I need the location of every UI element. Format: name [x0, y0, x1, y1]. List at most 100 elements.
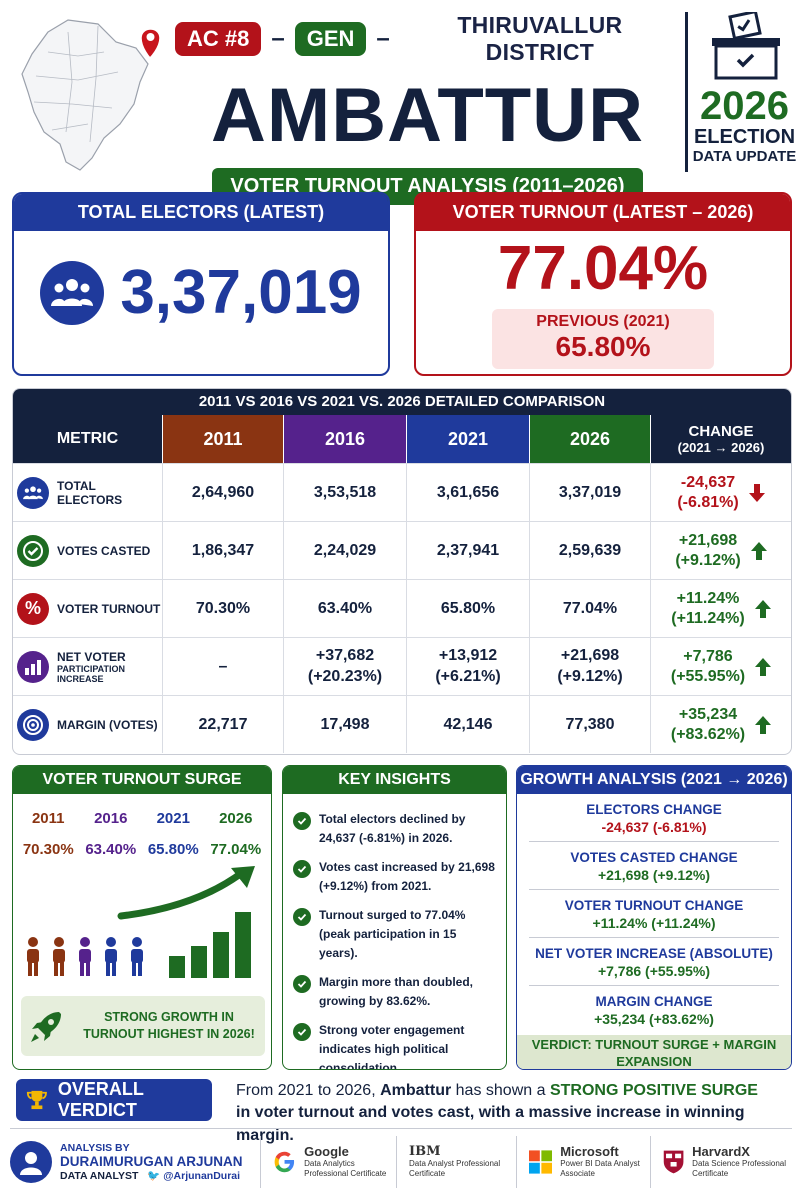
header-divider	[685, 12, 688, 172]
value-2016: 63.40%	[284, 580, 407, 637]
value-2016: +37,682 (+20.23%)	[284, 638, 407, 695]
header-change-sub: (2021 → 2026)	[677, 440, 765, 455]
twitter-handle[interactable]: 🐦 @ArjunanDurai	[147, 1169, 241, 1182]
overall-verdict-badge: OVERALL VERDICT	[16, 1079, 212, 1121]
growth-value: +7,786 (+55.95%)	[597, 963, 711, 979]
verdict-part: has shown a	[451, 1082, 550, 1099]
metric-cell: TOTAL ELECTORS	[13, 464, 163, 521]
table-row: TOTAL ELECTORS 2,64,960 3,53,518 3,61,65…	[13, 463, 791, 521]
cert-name: HarvardX	[692, 1144, 750, 1159]
cert-desc: Data Analytics Professional Certificate	[304, 1159, 387, 1178]
voter-turnout-title: VOTER TURNOUT (LATEST – 2026)	[416, 194, 790, 231]
surge-year: 2026	[219, 810, 253, 827]
change-value: -24,637 (-6.81%)	[677, 473, 738, 513]
turnout-surge-panel: VOTER TURNOUT SURGE 2011 70.30% 2016 63.…	[12, 765, 272, 1070]
voter-turnout-card: VOTER TURNOUT (LATEST – 2026) 77.04% PRE…	[414, 192, 792, 376]
insight-text: Margin more than doubled, growing by 83.…	[319, 975, 474, 1008]
previous-turnout-label: PREVIOUS (2021)	[536, 313, 670, 331]
surge-col-2021: 2021 65.80%	[148, 810, 199, 858]
comparison-table: 2011 VS 2016 VS 2021 VS. 2026 DETAILED C…	[12, 388, 792, 755]
cert-ibm: IBM Data Analyst Professional Certificat…	[396, 1135, 516, 1188]
metric-cell: NET VOTER PARTICIPATION INCREASE	[13, 638, 163, 695]
change-percent: (-6.81%)	[677, 493, 739, 511]
table-header: METRIC 2011 2016 2021 2026 CHANGE (2021 …	[13, 415, 791, 463]
verdict-part-bold: in voter turnout and votes cast	[236, 1104, 470, 1122]
value-2026: +21,698 (+9.12%)	[530, 638, 651, 695]
key-insights-panel: KEY INSIGHTS Total electors declined by …	[282, 765, 507, 1070]
growth-value: -24,637 (-6.81%)	[601, 819, 707, 835]
growth-item: NET VOTER INCREASE (ABSOLUTE) +7,786 (+5…	[529, 938, 779, 986]
metric-label: TOTAL ELECTORS	[57, 478, 123, 507]
page-title: AMBATTUR	[211, 73, 644, 158]
surge-year: 2011	[31, 810, 65, 827]
insight-text: Strong voter engagement indicates high p…	[319, 1023, 465, 1070]
header: AC #8 – GEN – THIRUVALLUR DISTRICT AMBAT…	[0, 0, 799, 205]
value-2016: 17,498	[284, 696, 407, 753]
total-electors-title: TOTAL ELECTORS (LATEST)	[14, 194, 388, 231]
bar-chart-icon	[17, 650, 49, 683]
surge-banner: STRONG GROWTH IN TURNOUT HIGHEST IN 2026…	[21, 996, 265, 1056]
value-2021-percent: (+6.21%)	[435, 667, 501, 685]
avatar	[10, 1140, 52, 1183]
check-icon	[293, 812, 311, 830]
analysis-by-label: ANALYSIS BY	[60, 1141, 130, 1154]
change-amount: +11.24%	[676, 589, 740, 607]
metric-label: VOTER TURNOUT	[57, 601, 161, 616]
cert-name: IBM	[409, 1144, 441, 1159]
change-percent: (+11.24%)	[671, 609, 745, 627]
value-2011: 70.30%	[163, 580, 284, 637]
growth-title: GROWTH ANALYSIS (2021 → 2026)	[517, 766, 791, 794]
surge-grid: 2011 70.30% 2016 63.40% 2021 65.80% 2026…	[13, 810, 271, 858]
metric-label-main: NET VOTER	[57, 649, 126, 664]
author-name: DURAIMURUGAN ARJUNAN	[60, 1153, 243, 1169]
list-item: Strong voter engagement indicates high p…	[293, 1021, 498, 1070]
header-change-label: CHANGE	[688, 423, 754, 440]
value-2021-amount: +13,912	[438, 646, 498, 664]
total-electors-card: TOTAL ELECTORS (LATEST) 3,37,019	[12, 192, 390, 376]
metric-label: NET VOTER PARTICIPATION INCREASE	[57, 650, 162, 684]
check-icon	[293, 908, 311, 927]
list-item: Margin more than doubled, growing by 83.…	[293, 973, 498, 1010]
verdict-highlight: STRONG POSITIVE SURGE	[549, 1082, 758, 1099]
growth-value: +11.24% (+11.24%)	[592, 915, 716, 931]
value-2016-percent: (+20.23%)	[307, 667, 383, 685]
author-text: ANALYSIS BY DURAIMURUGAN ARJUNAN DATA AN…	[60, 1142, 243, 1182]
arrow-up-icon	[750, 541, 767, 560]
change-cell: +21,698 (+9.12%)	[651, 522, 791, 579]
surge-value: 65.80%	[147, 841, 199, 858]
table-row: % VOTER TURNOUT 70.30% 63.40% 65.80% 77.…	[13, 579, 791, 637]
author-block: ANALYSIS BY DURAIMURUGAN ARJUNAN DATA AN…	[10, 1140, 260, 1183]
voter-turnout-value: 77.04%	[497, 234, 709, 303]
surge-value: 63.40%	[85, 841, 137, 858]
previous-turnout-value: 65.80%	[555, 331, 651, 363]
growth-label: ELECTORS CHANGE	[586, 802, 722, 817]
header-2011: 2011	[163, 415, 284, 463]
arrow-up-icon	[755, 657, 772, 676]
change-percent: (+83.62%)	[670, 725, 746, 743]
surge-col-2016: 2016 63.40%	[85, 810, 136, 858]
change-percent: (+55.95%)	[670, 667, 746, 685]
arrow-down-icon	[748, 483, 765, 502]
value-2016: 3,53,518	[284, 464, 407, 521]
google-logo-icon	[274, 1151, 295, 1172]
surge-col-2011: 2011 70.30%	[23, 810, 74, 858]
growth-label: NET VOTER INCREASE (ABSOLUTE)	[535, 946, 773, 961]
change-amount: +7,786	[683, 647, 733, 665]
header-metric: METRIC	[13, 415, 163, 463]
twitter-handle-text[interactable]: @ArjunanDurai	[163, 1169, 241, 1182]
overall-verdict-text: From 2021 to 2026, Ambattur has shown a …	[236, 1080, 791, 1147]
separator: –	[271, 25, 285, 52]
value-2026-amount: +21,698	[560, 646, 620, 664]
people-group-icon	[40, 260, 105, 325]
electors-row: 3,37,019	[14, 257, 388, 328]
metric-label-sub: PARTICIPATION INCREASE	[57, 663, 125, 684]
growth-item: VOTES CASTED CHANGE +21,698 (+9.12%)	[529, 842, 779, 890]
header-2016: 2016	[284, 415, 407, 463]
insight-text: Votes cast increased by 21,698 (+9.12%) …	[319, 860, 495, 893]
surge-year: 2021	[156, 810, 190, 827]
election-year: 2026	[700, 84, 789, 128]
surge-illustration	[27, 866, 255, 978]
surge-banner-text: STRONG GROWTH IN TURNOUT HIGHEST IN 2026…	[83, 1009, 255, 1042]
metric-cell: MARGIN (VOTES)	[13, 696, 163, 753]
growth-item: ELECTORS CHANGE -24,637 (-6.81%)	[529, 794, 779, 842]
